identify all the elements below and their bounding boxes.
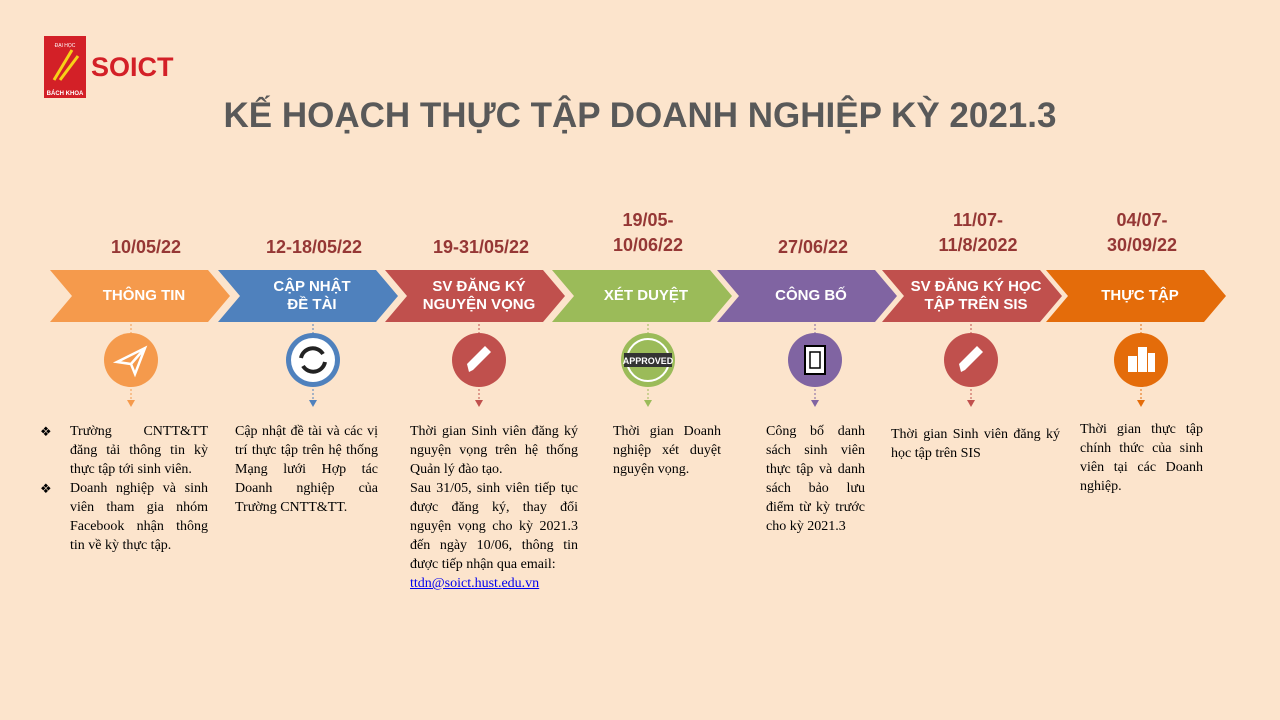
icon-building <box>1148 353 1155 372</box>
step-label: ĐỀ TÀI <box>287 296 337 313</box>
paragraph: Thời gian Doanh nghiệp xét duyệt nguyện … <box>613 424 721 477</box>
email-link[interactable]: ttdn@soict.hust.edu.vn <box>410 576 540 591</box>
arrow-head <box>1137 400 1145 407</box>
paragraph: Cập nhật đề tài và các vị trí thực tập t… <box>235 424 378 515</box>
step-date: 19/05- <box>622 210 674 230</box>
icon-plane <box>112 345 148 378</box>
step-date: 27/06/22 <box>777 237 849 257</box>
arrow-head <box>309 400 317 407</box>
arrow-head <box>811 400 819 407</box>
step-label: NGUYỆN VỌNG <box>422 296 536 313</box>
paragraph: Sau 31/05, sinh viên tiếp tục được đăng … <box>410 481 578 572</box>
logo-top: ĐẠI HỌC <box>55 43 76 49</box>
step-date: 12-18/05/22 <box>265 237 363 257</box>
icon-sync <box>299 346 327 374</box>
chevron <box>552 270 732 322</box>
paragraph: Thời gian Sinh viên đăng ký nguyện vọng … <box>410 424 578 477</box>
icon-building <box>1138 347 1147 372</box>
paragraph: Công bố danh sách sinh viên thực tập và … <box>766 424 865 534</box>
step-label: TẬP TRÊN SIS <box>924 296 1028 313</box>
step-date: 10/05/22 <box>110 237 182 257</box>
description: Thời gian Sinh viên đăng ký học tập trên… <box>891 425 1060 463</box>
paragraph: Thời gian Sinh viên đăng ký học tập trên… <box>891 427 1060 461</box>
step-date: 19-31/05/22 <box>432 237 530 257</box>
paragraph: Doanh nghiệp và sinh viên tham gia nhóm … <box>40 479 208 555</box>
step-date: 30/09/22 <box>1106 235 1178 255</box>
step-label: CÔNG BỐ <box>775 287 847 304</box>
icon-building <box>1128 356 1137 372</box>
chevron <box>717 270 897 322</box>
step-label: THÔNG TIN <box>102 287 186 304</box>
icon-doc <box>804 345 826 375</box>
icon-stamp-band <box>624 353 672 367</box>
paragraph: Thời gian thực tập chính thức của sinh v… <box>1080 422 1203 494</box>
step-date: 11/07- <box>952 210 1004 230</box>
chevron <box>882 270 1062 322</box>
arrow-head <box>644 400 652 407</box>
title: KẾ HOẠCH THỰC TẬP DOANH NGHIỆP KỲ 2021.3 <box>223 96 1057 135</box>
description: Thời gian Doanh nghiệp xét duyệt nguyện … <box>613 422 721 479</box>
description: Thời gian thực tập chính thức của sinh v… <box>1080 420 1203 496</box>
icon-bg <box>104 333 158 387</box>
step-label: SV ĐĂNG KÝ HỌC <box>910 278 1042 295</box>
description: Công bố danh sách sinh viên thực tập và … <box>766 422 865 536</box>
step-label: SV ĐĂNG KÝ <box>432 278 526 295</box>
icon-pencil <box>467 346 491 372</box>
chevron <box>1046 270 1226 322</box>
step-date: 10/06/22 <box>612 235 684 255</box>
step-label: XÉT DUYỆT <box>603 287 689 304</box>
icon-doc-inner <box>809 351 821 369</box>
arrow-head <box>475 400 483 407</box>
logo-mark <box>44 36 86 98</box>
description: Cập nhật đề tài và các vị trí thực tập t… <box>235 422 378 517</box>
step-label: CẬP NHẬT <box>273 278 351 295</box>
paragraph: Trường CNTT&TT đăng tải thông tin kỳ thự… <box>40 422 208 479</box>
chevron <box>50 270 230 322</box>
chevron <box>385 270 565 322</box>
icon-ring <box>291 338 335 382</box>
logo-pen <box>52 49 80 81</box>
step-label: THỰC TẬP <box>1101 287 1179 304</box>
step-date: 04/07- <box>1116 210 1168 230</box>
logo-bottom: BÁCH KHOA <box>47 90 84 97</box>
arrow-head <box>967 400 975 407</box>
icon-pencil <box>959 346 983 372</box>
description: Trường CNTT&TT đăng tải thông tin kỳ thự… <box>40 422 208 555</box>
logo-brand: SOICT <box>91 52 174 82</box>
step-date: 11/8/2022 <box>938 235 1018 255</box>
chevron <box>218 270 398 322</box>
icon-text: APPROVED <box>623 356 674 366</box>
description: Thời gian Sinh viên đăng ký nguyện vọng … <box>410 422 578 593</box>
arrow-head <box>127 400 135 407</box>
